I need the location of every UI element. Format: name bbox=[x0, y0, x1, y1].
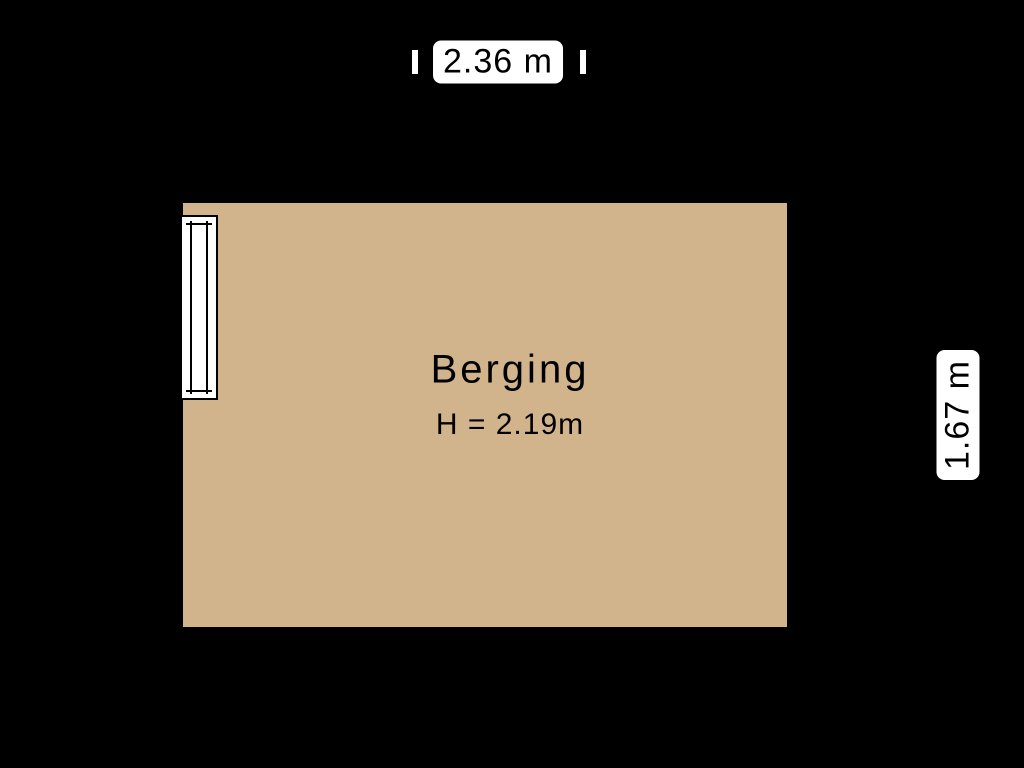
door-panel-line bbox=[190, 221, 192, 394]
dimension-height-label: 1.67 m bbox=[937, 350, 980, 480]
dimension-width-label: 2.36 m bbox=[433, 41, 563, 84]
room-height-label: H = 2.19m bbox=[436, 408, 584, 442]
door-panel-line bbox=[186, 390, 212, 392]
door bbox=[180, 215, 218, 400]
room-name-label: Berging bbox=[431, 348, 590, 393]
dim-tick bbox=[412, 50, 418, 74]
dim-tick bbox=[580, 50, 586, 74]
door-panel-line bbox=[186, 223, 212, 225]
door-panel-line bbox=[206, 221, 208, 394]
